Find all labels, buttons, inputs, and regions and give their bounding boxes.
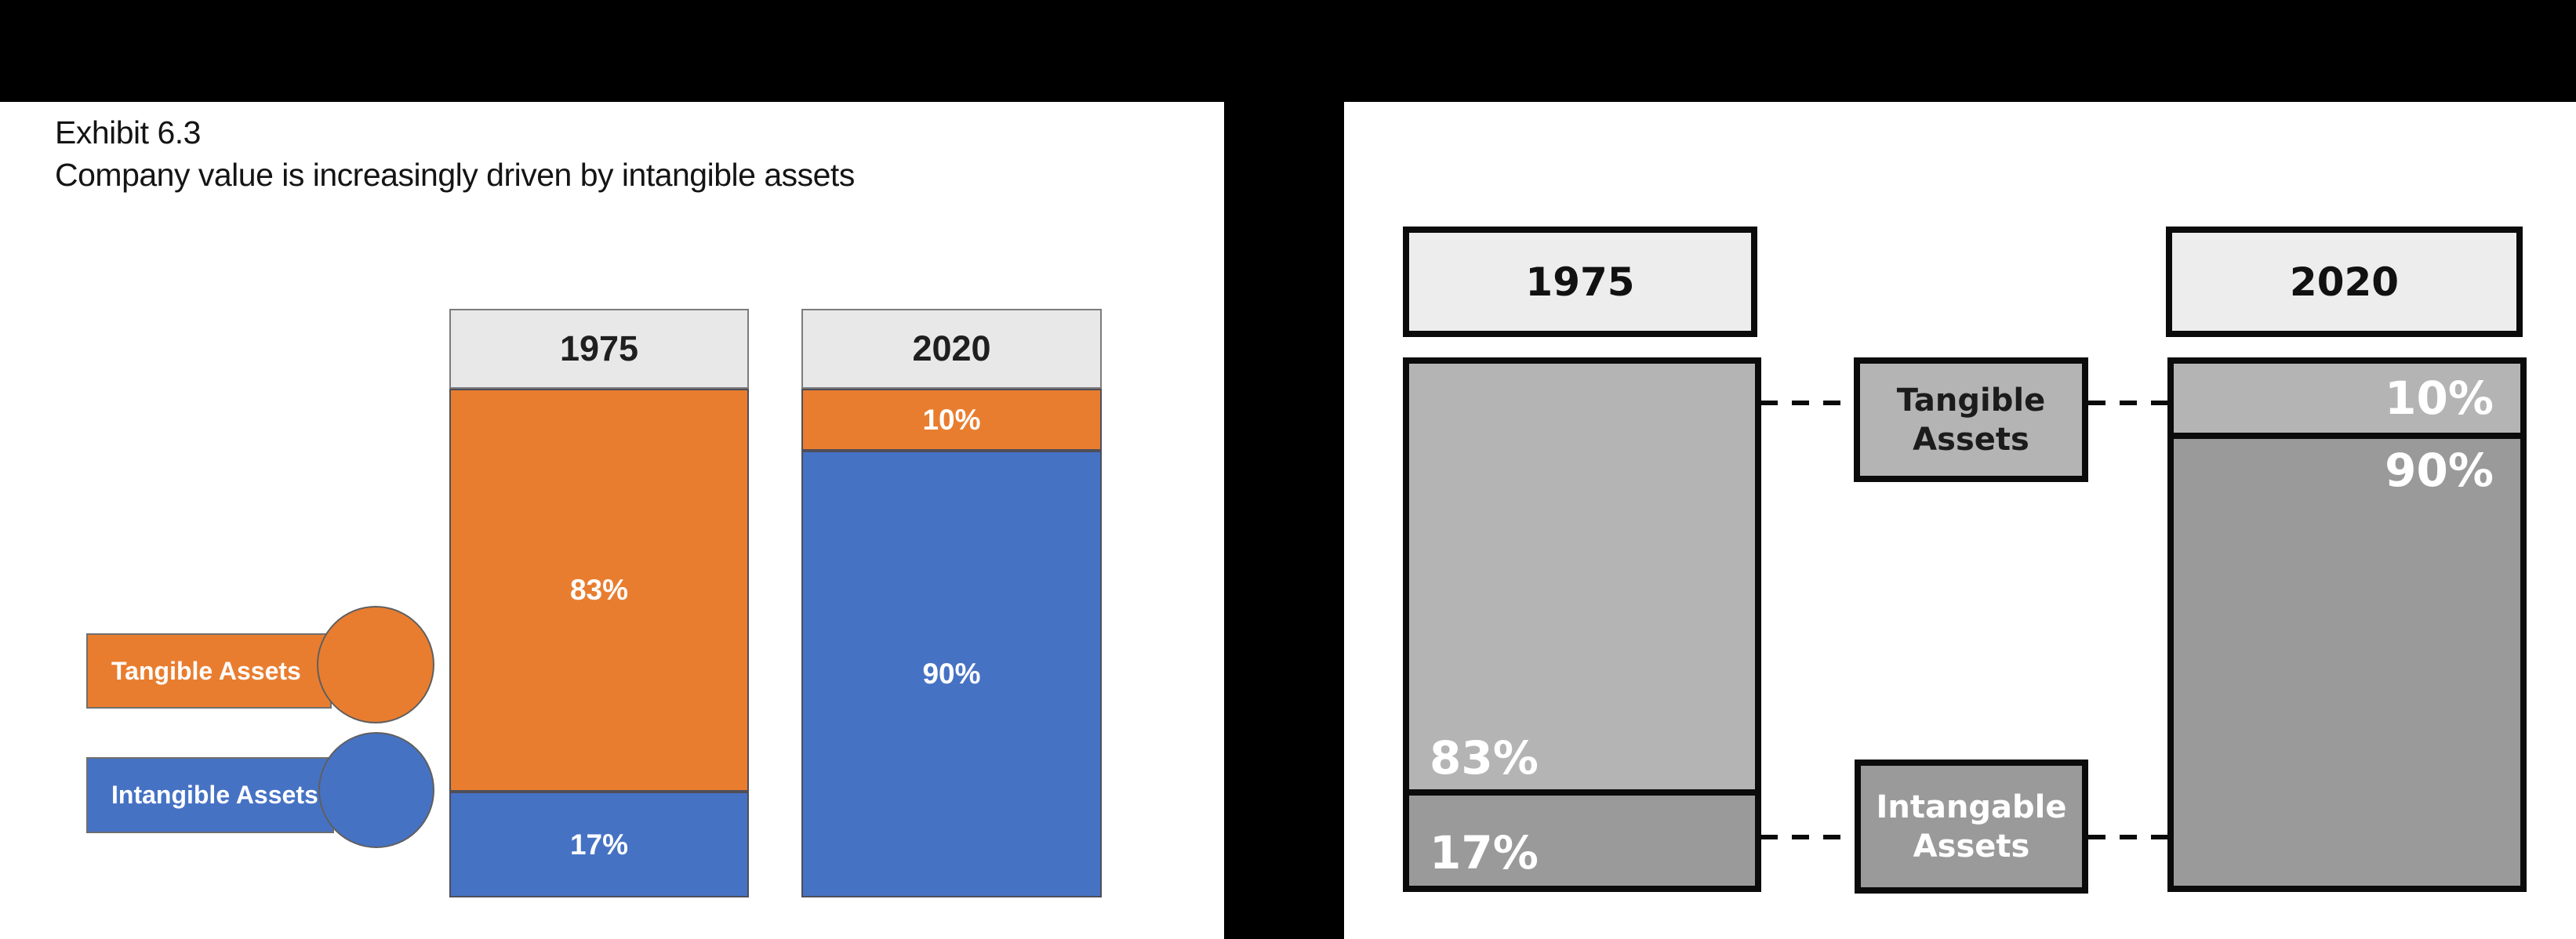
intangible-dashed-line-left (1760, 835, 1855, 839)
right-chart-bar-2020: 10% 90% (2167, 357, 2527, 892)
left-chart-2020-tangible-segment: 10% (801, 389, 1102, 451)
left-chart-1975-intangible-value: 17% (569, 828, 629, 861)
right-chart-header-2020: 2020 (2166, 227, 2523, 337)
right-chart-1975-tangible-segment: 83% (1409, 364, 1755, 789)
right-chart-header-1975: 1975 (1403, 227, 1757, 337)
legend-tangible-circle (317, 606, 434, 723)
left-chart-2020-intangible-value: 90% (922, 658, 981, 690)
right-chart-year-1975: 1975 (1525, 259, 1635, 305)
right-chart-2020-tangible-segment: 10% (2174, 364, 2520, 433)
left-chart-2020-tangible-value: 10% (922, 403, 981, 436)
intangable-assets-connector-box: Intangable Assets (1855, 760, 2088, 894)
left-chart-header-1975: 1975 (449, 309, 749, 389)
legend-intangible-circle (318, 732, 434, 848)
tangible-dashed-line-left (1760, 401, 1854, 405)
tangible-assets-connector-box: Tangible Assets (1854, 357, 2088, 482)
exhibit-subtitle: Company value is increasingly driven by … (55, 157, 855, 193)
tangible-dashed-line-right (2088, 401, 2167, 405)
exhibit-title: Exhibit 6.3 Company value is increasingl… (55, 111, 855, 196)
legend-tangible-pill: Tangible Assets (86, 633, 332, 709)
left-chart-2020-intangible-segment: 90% (801, 451, 1102, 897)
right-chart-1975-intangible-value: 17% (1430, 826, 1539, 879)
right-chart-1975-intangible-segment: 17% (1409, 789, 1755, 886)
left-chart-year-2020: 2020 (912, 328, 991, 368)
left-chart-1975-tangible-value: 83% (569, 574, 629, 606)
center-black-divider (1224, 0, 1344, 939)
left-chart-header-2020: 2020 (801, 309, 1102, 389)
right-chart-year-2020: 2020 (2289, 259, 2400, 305)
exhibit-number: Exhibit 6.3 (55, 114, 201, 150)
right-chart-1975-tangible-value: 83% (1430, 731, 1539, 785)
right-chart-2020-tangible-value: 10% (2385, 372, 2494, 425)
legend-intangible-label: Intangible Assets (111, 781, 318, 809)
intangable-assets-connector-label: Intangable Assets (1876, 789, 2067, 865)
left-chart-year-1975: 1975 (559, 328, 639, 368)
left-chart-1975-tangible-segment: 83% (449, 389, 749, 792)
right-chart-2020-intangible-segment: 90% (2174, 433, 2520, 886)
legend-intangible-pill: Intangible Assets (86, 757, 334, 833)
right-chart-bar-1975: 83% 17% (1403, 357, 1761, 892)
legend-tangible-label: Tangible Assets (111, 656, 301, 685)
tangible-assets-connector-label: Tangible Assets (1896, 382, 2046, 458)
right-chart-2020-intangible-value: 90% (2385, 444, 2494, 497)
intangible-dashed-line-right (2088, 835, 2167, 839)
left-chart-1975-intangible-segment: 17% (449, 792, 749, 897)
